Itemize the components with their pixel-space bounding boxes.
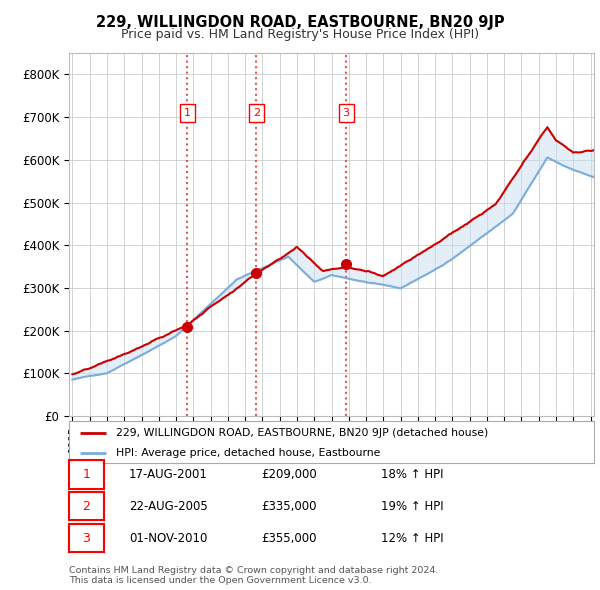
Text: 1: 1 — [82, 468, 91, 481]
Text: £209,000: £209,000 — [261, 468, 317, 481]
Text: 2: 2 — [253, 108, 260, 118]
Text: 22-AUG-2005: 22-AUG-2005 — [129, 500, 208, 513]
Text: 2: 2 — [82, 500, 91, 513]
Text: 1: 1 — [184, 108, 191, 118]
Text: 3: 3 — [82, 532, 91, 545]
Text: 18% ↑ HPI: 18% ↑ HPI — [381, 468, 443, 481]
Text: This data is licensed under the Open Government Licence v3.0.: This data is licensed under the Open Gov… — [69, 576, 371, 585]
Text: 229, WILLINGDON ROAD, EASTBOURNE, BN20 9JP: 229, WILLINGDON ROAD, EASTBOURNE, BN20 9… — [95, 15, 505, 30]
Text: 19% ↑ HPI: 19% ↑ HPI — [381, 500, 443, 513]
Text: 12% ↑ HPI: 12% ↑ HPI — [381, 532, 443, 545]
Text: 17-AUG-2001: 17-AUG-2001 — [129, 468, 208, 481]
Text: 229, WILLINGDON ROAD, EASTBOURNE, BN20 9JP (detached house): 229, WILLINGDON ROAD, EASTBOURNE, BN20 9… — [116, 428, 488, 438]
Text: £335,000: £335,000 — [261, 500, 317, 513]
Text: HPI: Average price, detached house, Eastbourne: HPI: Average price, detached house, East… — [116, 448, 380, 457]
Text: £355,000: £355,000 — [261, 532, 317, 545]
Text: Price paid vs. HM Land Registry's House Price Index (HPI): Price paid vs. HM Land Registry's House … — [121, 28, 479, 41]
Text: 3: 3 — [343, 108, 350, 118]
Text: Contains HM Land Registry data © Crown copyright and database right 2024.: Contains HM Land Registry data © Crown c… — [69, 566, 439, 575]
Text: 01-NOV-2010: 01-NOV-2010 — [129, 532, 208, 545]
